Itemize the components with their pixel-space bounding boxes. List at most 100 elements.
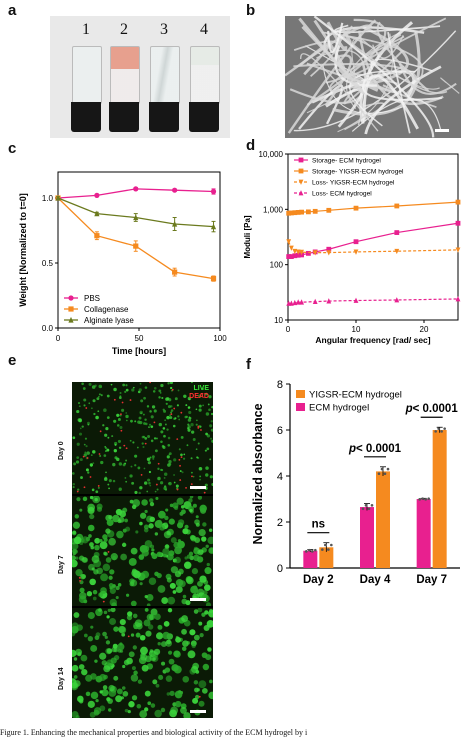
panel-letter-b: b: [246, 2, 256, 19]
live-cell: [157, 642, 161, 646]
live-cell: [185, 600, 191, 606]
live-cell: [164, 667, 171, 673]
data-point: [299, 209, 304, 215]
live-cell: [139, 512, 147, 519]
live-cell: [102, 563, 111, 572]
live-cell: [100, 394, 103, 397]
vial-number: 4: [200, 21, 208, 38]
live-cell: [131, 695, 138, 701]
live-cell: [108, 583, 114, 588]
data-point: [353, 239, 359, 245]
dead-cell: [155, 483, 158, 486]
live-cell: [87, 700, 95, 708]
live-cell: [192, 438, 196, 441]
y-tick-label: 2: [277, 517, 283, 529]
live-cell: [152, 679, 158, 685]
live-cell: [134, 420, 137, 423]
dead-cell: [170, 413, 173, 416]
data-point: [292, 253, 298, 259]
live-cell: [86, 591, 93, 597]
data-point: [455, 296, 461, 302]
live-cell: [92, 399, 96, 403]
y-tick-label: 0.5: [42, 259, 54, 268]
live-cell: [211, 482, 213, 487]
data-point: [289, 254, 294, 259]
live-cell: [112, 555, 117, 561]
live-cell: [197, 580, 203, 587]
replicate-point: [418, 498, 421, 501]
live-cell: [101, 660, 107, 666]
dead-cell: [129, 399, 132, 401]
replicate-point: [327, 548, 330, 551]
live-cell: [117, 417, 121, 421]
fiber: [324, 54, 352, 107]
live-cell: [199, 475, 202, 478]
live-cell: [182, 675, 190, 683]
live-cell: [106, 697, 111, 702]
data-point: [68, 306, 74, 312]
live-cell: [185, 404, 188, 407]
live-cell: [172, 502, 179, 509]
live-cell: [158, 396, 161, 399]
live-cell: [204, 449, 207, 452]
x-tick-label: 20: [420, 325, 429, 334]
live-cell: [204, 567, 212, 575]
live-cell: [99, 690, 103, 694]
live-cell: [111, 602, 117, 606]
live-cell: [129, 439, 132, 442]
dead-cell: [144, 442, 147, 445]
bar: [360, 507, 374, 568]
live-cell: [160, 707, 166, 713]
dead-cell: [197, 425, 200, 428]
plot-frame: [57, 171, 221, 329]
live-cell: [120, 553, 128, 561]
data-point: [210, 223, 217, 230]
live-cell: [151, 455, 155, 459]
live-cell: [198, 528, 206, 537]
replicate-point: [364, 504, 368, 507]
live-cell: [144, 540, 153, 548]
live-cell: [130, 465, 133, 468]
live-cell: [164, 515, 169, 521]
dead-cell: [198, 695, 201, 698]
replicate-point: [383, 472, 387, 475]
live-cell: [99, 454, 102, 457]
live-cell: [89, 496, 94, 500]
live-cell: [108, 479, 112, 483]
live-cell: [170, 411, 173, 414]
day-label: Day 14: [58, 667, 65, 690]
live-cell: [138, 416, 142, 420]
live-cell: [144, 595, 148, 599]
live-cell: [143, 467, 146, 470]
dead-cell: [82, 455, 85, 458]
live-cell: [158, 674, 164, 681]
live-cell: [137, 420, 141, 424]
live-cell: [118, 446, 122, 450]
live-cell: [121, 542, 127, 548]
live-cell: [72, 711, 79, 718]
live-cell: [110, 383, 113, 386]
vial-2: 2: [109, 21, 140, 132]
live-cell: [86, 421, 90, 425]
live-cell: [187, 650, 196, 659]
live-cell: [87, 471, 90, 474]
live-cell: [153, 648, 161, 655]
live-cell: [84, 451, 87, 454]
live-cell: [99, 705, 106, 712]
fiber: [376, 21, 430, 92]
live-cell: [104, 635, 108, 639]
live-cell: [210, 412, 213, 416]
x-tick-label: 50: [135, 334, 144, 343]
dead-cell: [171, 388, 174, 391]
data-point: [289, 210, 294, 216]
live-cell: [82, 496, 88, 502]
legend-label: Storage- ECM hydrogel: [312, 158, 381, 165]
replicate-point: [370, 504, 374, 507]
live-cell: [98, 608, 102, 612]
fiber: [328, 17, 447, 93]
data-point: [295, 249, 301, 255]
replicate-point: [421, 497, 424, 500]
live-cell: [139, 410, 143, 415]
legend-label: ECM hydrogel: [309, 403, 369, 414]
live-cell: [187, 428, 191, 432]
